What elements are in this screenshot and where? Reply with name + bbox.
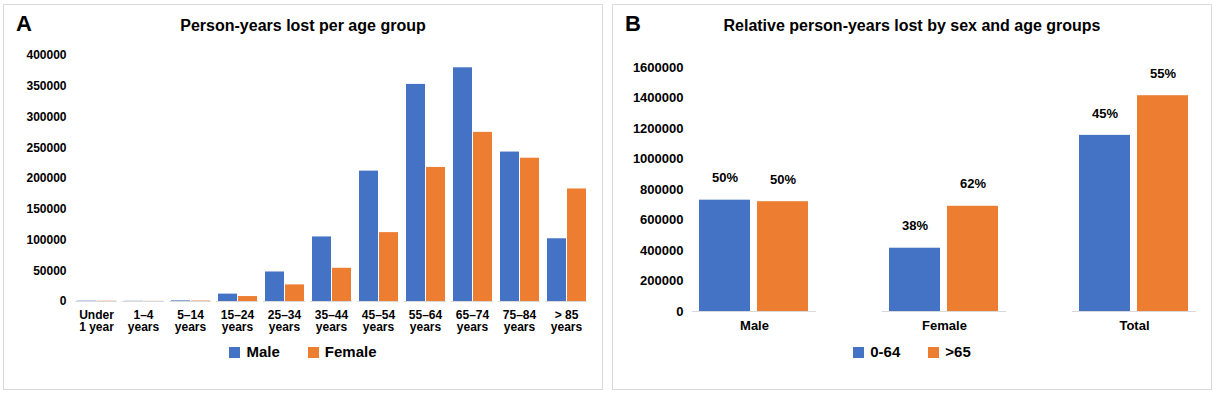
svg-text:1200000: 1200000: [633, 121, 684, 136]
svg-text:25–34years: 25–34years: [268, 308, 302, 334]
html-text:B: B: [625, 11, 641, 36]
svg-text:50%: 50%: [712, 170, 738, 185]
svg-text:35–44years: 35–44years: [315, 308, 349, 334]
svg-text:45%: 45%: [1092, 106, 1118, 121]
svg-text:Total: Total: [1119, 318, 1149, 333]
html-text:Relative person-years lost by: Relative person-years lost by sex and ag…: [723, 17, 1101, 34]
html-text:>65: >65: [945, 343, 971, 360]
html-text:Female: Female: [324, 343, 377, 360]
svg-text:> 85years: > 85years: [551, 308, 583, 334]
svg-text:600000: 600000: [640, 212, 683, 227]
svg-text:0: 0: [676, 304, 683, 319]
svg-text:1000000: 1000000: [633, 151, 684, 166]
svg-text:1600000: 1600000: [633, 60, 684, 75]
svg-text:350000: 350000: [26, 79, 66, 93]
html-text:0-64: 0-64: [870, 343, 901, 360]
svg-text:50%: 50%: [770, 172, 796, 187]
svg-text:55–64years: 55–64years: [409, 308, 443, 334]
svg-text:62%: 62%: [960, 176, 986, 191]
svg-text:200000: 200000: [26, 171, 66, 185]
svg-text:Under1 year: Under1 year: [79, 308, 114, 334]
svg-text:100000: 100000: [26, 233, 66, 247]
svg-text:300000: 300000: [26, 110, 66, 124]
svg-text:200000: 200000: [640, 273, 683, 288]
svg-text:800000: 800000: [640, 182, 683, 197]
svg-text:5–14years: 5–14years: [175, 308, 207, 334]
svg-text:1–4years: 1–4years: [128, 308, 160, 334]
svg-text:65–74years: 65–74years: [456, 308, 490, 334]
svg-text:1400000: 1400000: [633, 90, 684, 105]
svg-text:75–84years: 75–84years: [503, 308, 537, 334]
html-text:A: A: [16, 11, 32, 36]
svg-text:0: 0: [60, 294, 67, 308]
svg-text:400000: 400000: [26, 48, 66, 62]
svg-text:55%: 55%: [1150, 66, 1176, 81]
svg-text:15–24years: 15–24years: [221, 308, 255, 334]
svg-text:45–54years: 45–54years: [362, 308, 396, 334]
svg-text:Female: Female: [922, 318, 967, 333]
svg-text:Male: Male: [740, 318, 769, 333]
svg-text:38%: 38%: [902, 218, 928, 233]
svg-text:150000: 150000: [26, 202, 66, 216]
html-text:Person-years lost per age grou: Person-years lost per age group: [180, 17, 426, 34]
html-text:Male: Male: [246, 343, 280, 360]
svg-text:250000: 250000: [26, 141, 66, 155]
svg-text:400000: 400000: [640, 243, 683, 258]
svg-text:50000: 50000: [33, 264, 67, 278]
